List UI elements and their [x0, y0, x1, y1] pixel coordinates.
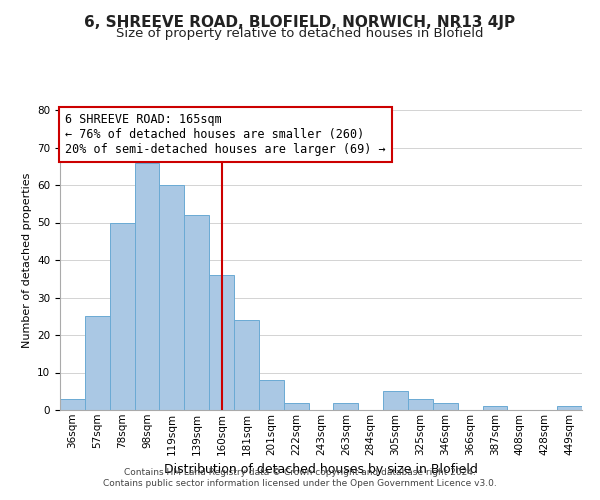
Bar	[160, 185, 184, 410]
Text: Contains public sector information licensed under the Open Government Licence v3: Contains public sector information licen…	[103, 480, 497, 488]
Bar	[110, 222, 134, 410]
Bar	[259, 380, 284, 410]
Bar	[209, 275, 234, 410]
Bar	[85, 316, 110, 410]
Text: Contains HM Land Registry data © Crown copyright and database right 2024.: Contains HM Land Registry data © Crown c…	[124, 468, 476, 477]
Text: 6 SHREEVE ROAD: 165sqm
← 76% of detached houses are smaller (260)
20% of semi-de: 6 SHREEVE ROAD: 165sqm ← 76% of detached…	[65, 113, 386, 156]
Bar	[433, 402, 458, 410]
Bar	[60, 399, 85, 410]
Bar	[557, 406, 582, 410]
Bar	[284, 402, 308, 410]
Bar	[234, 320, 259, 410]
Bar	[383, 391, 408, 410]
X-axis label: Distribution of detached houses by size in Blofield: Distribution of detached houses by size …	[164, 463, 478, 476]
Text: Size of property relative to detached houses in Blofield: Size of property relative to detached ho…	[116, 28, 484, 40]
Bar	[408, 399, 433, 410]
Bar	[334, 402, 358, 410]
Bar	[482, 406, 508, 410]
Text: 6, SHREEVE ROAD, BLOFIELD, NORWICH, NR13 4JP: 6, SHREEVE ROAD, BLOFIELD, NORWICH, NR13…	[85, 15, 515, 30]
Y-axis label: Number of detached properties: Number of detached properties	[22, 172, 32, 348]
Bar	[134, 162, 160, 410]
Bar	[184, 215, 209, 410]
